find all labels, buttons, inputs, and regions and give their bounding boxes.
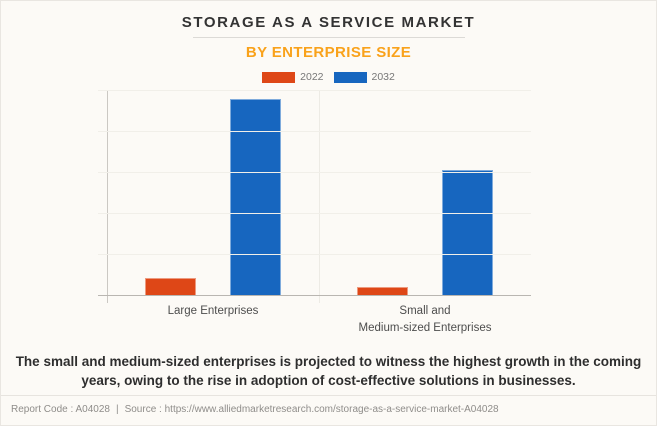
legend-swatch: [333, 71, 367, 83]
legend-item: 2032: [333, 71, 395, 83]
legend-label: 2032: [371, 71, 395, 83]
bar-2032: [230, 99, 281, 296]
gridline: [98, 254, 531, 255]
bar-group: [107, 91, 319, 296]
bar-groups: [107, 91, 531, 296]
chart-title: STORAGE AS A SERVICE MARKET: [181, 14, 476, 31]
gridline: [98, 131, 531, 132]
chart-subtitle: BY ENTERPRISE SIZE: [245, 44, 412, 61]
bar-group: [319, 91, 531, 296]
report-code: Report Code : A04028: [11, 404, 110, 415]
legend: 2022 2032: [1, 71, 656, 83]
bar-2022: [145, 277, 196, 296]
gridline: [98, 90, 531, 91]
footer-separator: |: [115, 404, 119, 415]
title-divider: [192, 37, 465, 38]
gridline: [98, 172, 531, 173]
source-url-text: Source : https://www.alliedmarketresearc…: [124, 404, 499, 415]
legend-swatch: [262, 71, 296, 83]
category-labels: Large Enterprises Small and Medium-sized …: [107, 303, 531, 338]
x-axis-line: [98, 295, 531, 296]
bar-2022: [357, 286, 408, 296]
legend-label: 2022: [300, 71, 324, 83]
bar-2032: [442, 170, 493, 296]
y-axis-line: [107, 91, 108, 303]
plot-area: Large Enterprises Small and Medium-sized …: [98, 90, 531, 334]
chart-description: The small and medium-sized enterprises i…: [15, 354, 642, 388]
footer: Report Code : A04028 | Source : https://…: [1, 395, 656, 425]
category-label: Large Enterprises: [167, 305, 259, 317]
category-divider-gridline: [319, 91, 320, 303]
gridline: [98, 213, 531, 214]
legend-item: 2022: [262, 71, 324, 83]
category-label: Small and Medium-sized Enterprises: [358, 305, 492, 335]
